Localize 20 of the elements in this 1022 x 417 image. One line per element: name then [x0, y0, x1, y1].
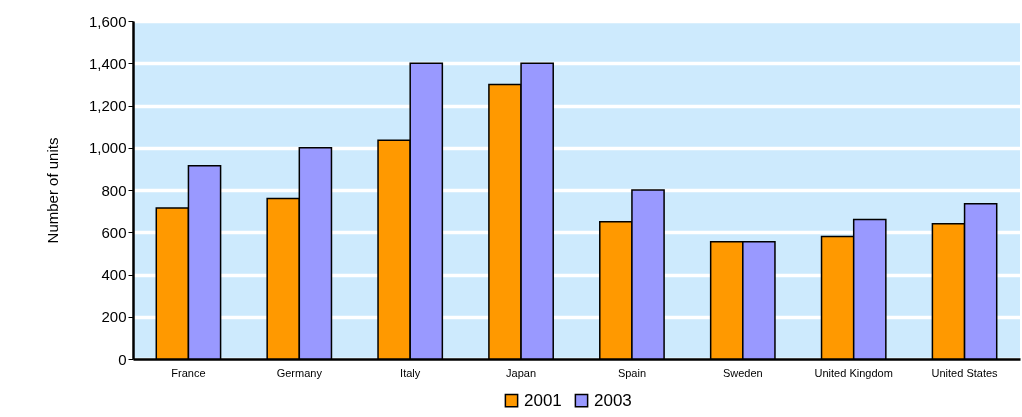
y-tick-label: 200 — [101, 308, 127, 326]
x-tick-label: Spain — [617, 366, 647, 379]
legend-label: 2003 — [594, 390, 632, 410]
y-tick-label: 400 — [101, 266, 127, 283]
y-tick-label: 1,200 — [88, 97, 127, 114]
x-tick-label: Japan — [506, 366, 537, 379]
y-tick-label: 800 — [101, 181, 127, 199]
y-tick-label: 1,000 — [88, 139, 127, 157]
y-tick-label: 1,600 — [88, 12, 127, 30]
x-tick-label: Sweden — [722, 366, 763, 379]
legend-label: 2001 — [524, 390, 562, 410]
x-tick-label: France — [171, 366, 206, 379]
y-axis-title: Number of units — [43, 137, 61, 244]
x-tick-label: United Kingdom — [814, 366, 893, 379]
x-tick-label: Germany — [276, 366, 323, 379]
y-tick-label: 600 — [101, 223, 127, 241]
x-tick-label: United States — [931, 366, 999, 379]
y-tick-label: 1,400 — [88, 54, 127, 72]
y-tick-label: 0 — [118, 350, 127, 368]
x-tick-label: Italy — [400, 366, 421, 379]
